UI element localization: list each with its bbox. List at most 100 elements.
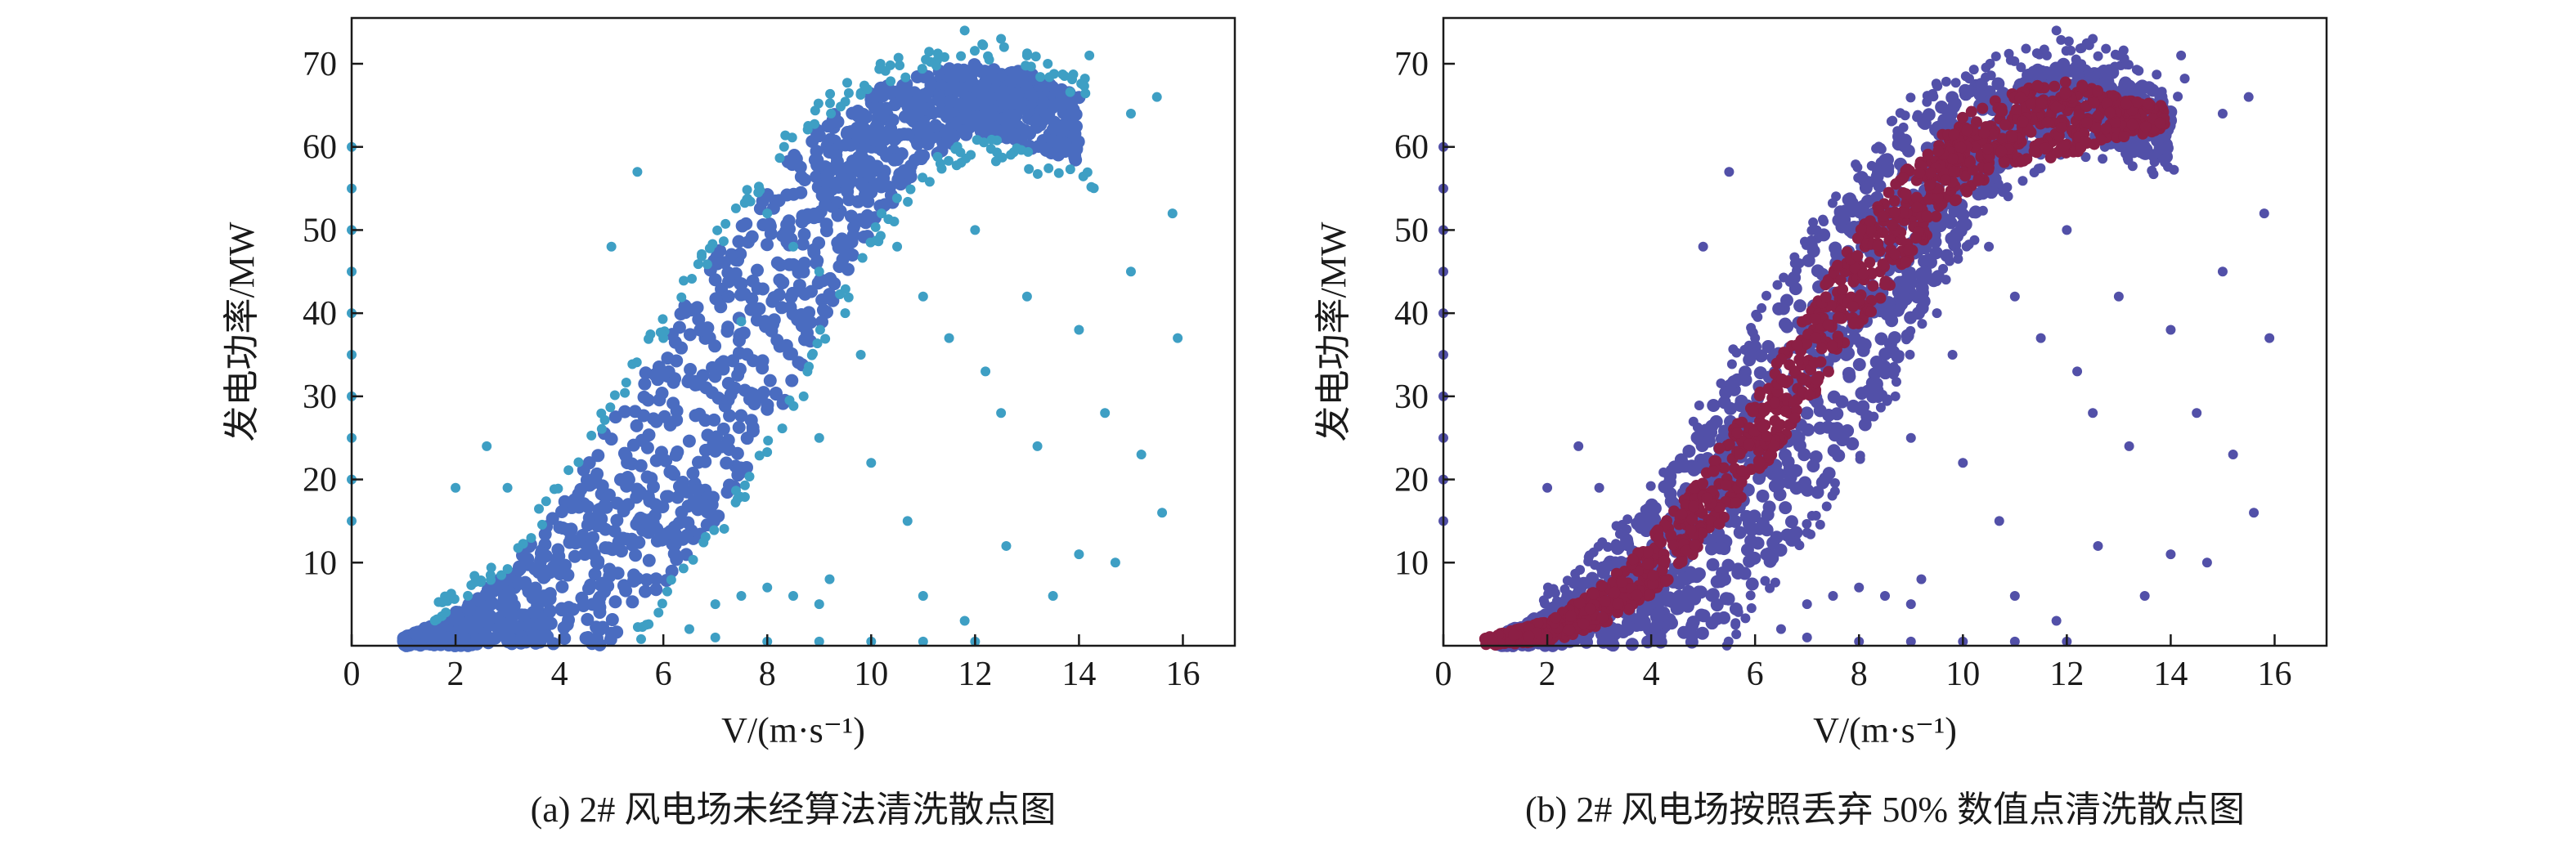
panel-a-band-point bbox=[783, 300, 797, 314]
panel-a-y-tick-label: 10 bbox=[303, 544, 337, 582]
panel-a-band-point bbox=[792, 266, 806, 280]
panel-a-edge-point bbox=[1032, 168, 1043, 179]
panel-a-band-point bbox=[630, 419, 644, 432]
panel-b-kept-point bbox=[1888, 248, 1901, 261]
panel-a-band-point bbox=[707, 514, 720, 528]
panel-b-kept-point bbox=[1851, 249, 1864, 262]
panel-a-edge-point bbox=[1086, 181, 1097, 192]
panel-a-band-point bbox=[670, 413, 684, 427]
panel-a-band-point bbox=[816, 274, 830, 288]
panel-b-scatter-point bbox=[1947, 350, 1958, 360]
panel-a-band-point bbox=[708, 339, 722, 353]
panel-a-edge-point bbox=[841, 78, 852, 88]
panel-b-kept-point bbox=[2055, 122, 2067, 134]
panel-b-kept-point bbox=[1753, 457, 1766, 469]
panel-b-kept-point bbox=[1587, 588, 1600, 600]
panel-b-band-point bbox=[1752, 472, 1766, 486]
panel-b-kept-point bbox=[1925, 167, 1937, 179]
panel-b-kept-point bbox=[1902, 244, 1914, 256]
panel-b-kept-point bbox=[1658, 555, 1671, 567]
panel-b-band-point bbox=[1917, 294, 1931, 308]
panel-a-edge-point bbox=[820, 333, 831, 344]
panel-a-band-point bbox=[667, 547, 681, 561]
panel-a-edge-point bbox=[449, 593, 460, 604]
panel-a-edge-point bbox=[1043, 163, 1054, 173]
panel-a-band-point bbox=[626, 438, 640, 452]
panel-a-band-point bbox=[769, 386, 783, 400]
panel-b-edge-point bbox=[1745, 590, 1756, 601]
panel-a-edge-point bbox=[999, 42, 1009, 52]
panel-b-kept-point bbox=[1713, 517, 1726, 530]
panel-a-scatter-point bbox=[981, 366, 991, 377]
panel-a-band-point bbox=[773, 273, 787, 287]
panel-a-edge-point bbox=[886, 76, 896, 87]
panel-b-edge-point bbox=[1583, 552, 1594, 562]
panel-b-kept-point bbox=[1848, 316, 1860, 329]
panel-a-scatter-point bbox=[1021, 50, 1032, 60]
panel-b-scatter-point bbox=[1905, 599, 1916, 610]
panel-b-scatter-point bbox=[2093, 540, 2103, 551]
panel-b-x-tick-label: 14 bbox=[2153, 656, 2188, 693]
panel-b-edge-point bbox=[1821, 501, 1832, 512]
panel-b-band-point bbox=[1852, 357, 1866, 371]
panel-b-kept-point bbox=[2076, 82, 2089, 94]
panel-a-band-point bbox=[880, 149, 894, 163]
panel-a-edge-point bbox=[698, 537, 709, 548]
panel-a-y-tick-label: 50 bbox=[303, 212, 337, 249]
panel-b-edge-point bbox=[1856, 172, 1867, 182]
panel-b-y-tick-label: 30 bbox=[1394, 378, 1429, 416]
panel-b-edge-point bbox=[1806, 225, 1817, 235]
panel-b-kept-point bbox=[1644, 589, 1656, 602]
panel-b-kept-point bbox=[2059, 76, 2071, 88]
panel-a-band-point bbox=[647, 412, 661, 426]
panel-b-scatter-point bbox=[1905, 636, 1916, 647]
panel-a-scatter-point bbox=[902, 516, 913, 526]
panel-b-band-point bbox=[1660, 593, 1674, 607]
panel-b-edge-point bbox=[1731, 629, 1742, 639]
panel-a-band-point bbox=[907, 109, 921, 123]
panel-b-edge-point bbox=[1944, 256, 1954, 266]
panel-a-band-point bbox=[732, 235, 746, 248]
panel-b-scatter-point bbox=[2009, 590, 2020, 601]
panel-b-band-point bbox=[1677, 459, 1691, 473]
panel-b-band-point bbox=[1724, 401, 1738, 415]
panel-a-band-point bbox=[639, 584, 653, 598]
panel-b-kept-point bbox=[1809, 332, 1821, 344]
panel-a-band-point bbox=[512, 577, 526, 591]
panel-a-band-point bbox=[594, 578, 608, 592]
panel-a-edge-point bbox=[905, 184, 916, 195]
panel-a-band-point bbox=[801, 208, 815, 222]
panel-a-band-point bbox=[796, 237, 810, 251]
panel-b-kept-point bbox=[1627, 553, 1639, 566]
panel-a-y-axis-label: 发电功率/MW bbox=[222, 222, 262, 441]
panel-a-x-tick-label: 10 bbox=[854, 656, 888, 693]
panel-a-band-point bbox=[819, 217, 833, 231]
panel-b-band-point bbox=[1648, 513, 1662, 526]
panel-b-kept-point bbox=[1888, 195, 1901, 207]
panel-b-kept-point bbox=[2058, 140, 2071, 152]
panel-b-y-tick-label: 40 bbox=[1394, 295, 1429, 333]
panel-b-edge-point bbox=[1808, 217, 1819, 228]
panel-b-edge-point bbox=[2152, 69, 2162, 80]
panel-a-band-point bbox=[557, 621, 571, 635]
panel-b-scatter-point bbox=[1854, 208, 1865, 219]
panel-a-band-point bbox=[512, 563, 526, 577]
panel-b-kept-point bbox=[2143, 97, 2155, 110]
panel-a-band-point bbox=[649, 572, 663, 586]
panel-a-edge-point bbox=[840, 284, 850, 294]
panel-a-edge-point bbox=[1035, 72, 1046, 83]
panel-a-edge-point bbox=[855, 90, 866, 101]
panel-b-band-point bbox=[1734, 399, 1748, 413]
panel-b-edge-point bbox=[1894, 350, 1905, 360]
panel-a-band-point bbox=[761, 238, 774, 252]
panel-a-x-tick-label: 0 bbox=[343, 656, 361, 693]
panel-a-band-point bbox=[901, 128, 915, 141]
panel-a-band-point bbox=[761, 402, 774, 416]
panel-a-band-point bbox=[921, 133, 935, 147]
panel-b-kept-point bbox=[1508, 629, 1520, 641]
panel-a-scatter-point bbox=[762, 208, 773, 219]
panel-b-x-tick-label: 6 bbox=[1747, 656, 1764, 693]
panel-a-scatter-point bbox=[632, 167, 643, 177]
panel-b-kept-point bbox=[1922, 148, 1934, 160]
panel-a-scatter-point bbox=[762, 582, 773, 593]
